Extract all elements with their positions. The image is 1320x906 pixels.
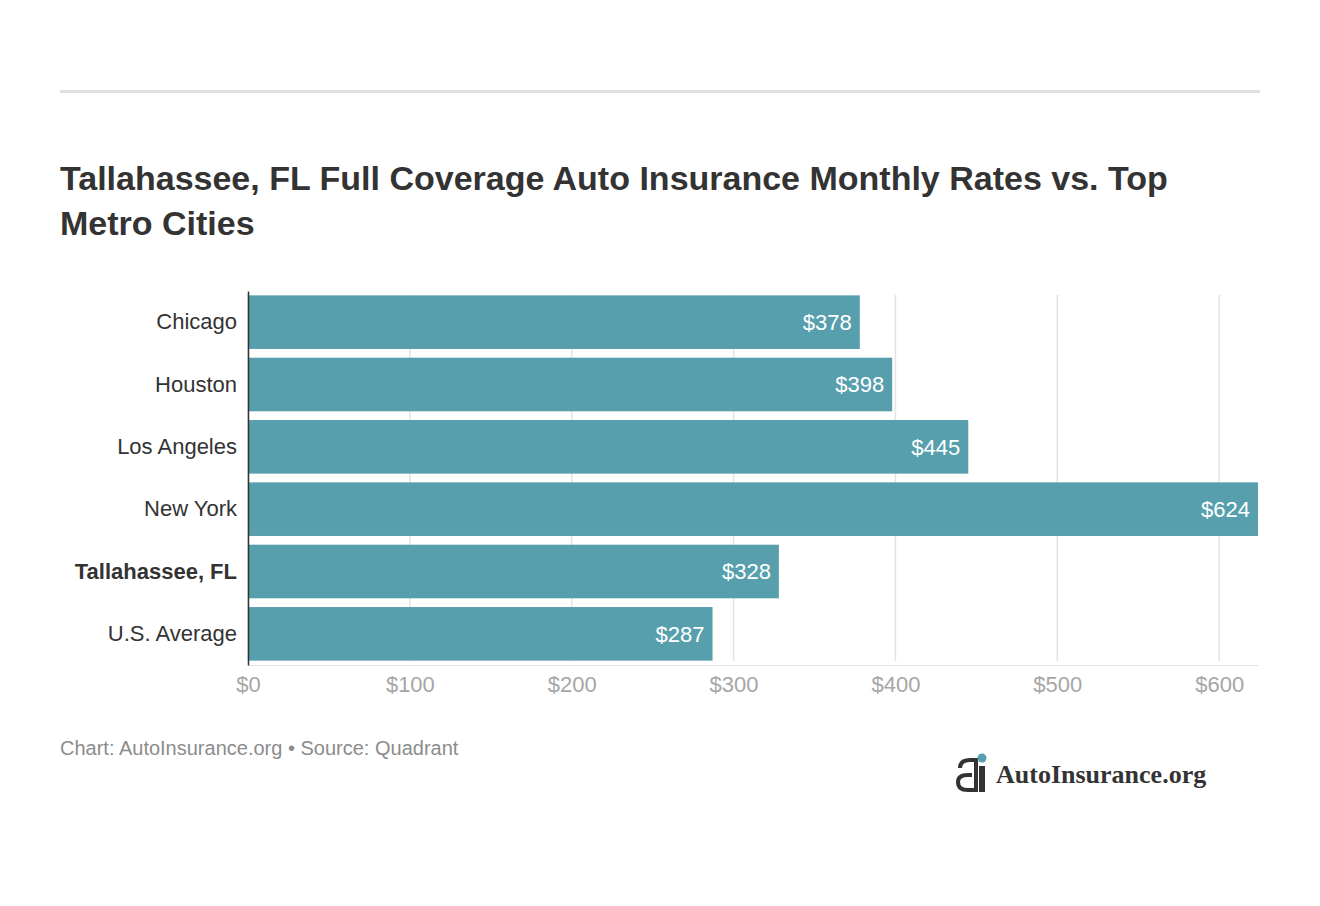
bar — [248, 420, 968, 474]
y-tick: Houston — [155, 372, 248, 397]
data-labels: $378 $398 $445 $624 $328 $287 — [656, 310, 1250, 647]
x-tick: $200 — [548, 665, 597, 697]
y-tick: Los Angeles — [117, 434, 248, 459]
category-label: Los Angeles — [117, 434, 237, 459]
grid-line — [571, 295, 573, 661]
y-axis: Chicago Houston Los Angeles New York Tallaha… — [75, 292, 249, 666]
title: Tallahassee, FL Full Coverage Auto Insur… — [60, 159, 1168, 242]
bar — [248, 607, 713, 661]
x-tick-label: $100 — [386, 672, 435, 697]
category-label: U.S. Average — [108, 621, 237, 646]
x-tick: $100 — [386, 665, 435, 697]
data-label: $287 — [656, 622, 705, 647]
grid-line — [895, 295, 897, 661]
top-rule — [60, 90, 1260, 93]
brand-icon-shape — [958, 760, 976, 790]
y-tick: U.S. Average — [108, 621, 248, 646]
x-axis-line — [249, 665, 1259, 666]
x-tick: $400 — [871, 665, 920, 697]
x-tick-label: $0 — [236, 672, 260, 697]
x-tick: $500 — [1033, 665, 1082, 697]
data-label: $624 — [1201, 497, 1250, 522]
y-tick: Tallahassee, FL — [75, 559, 248, 584]
x-axis: $0 $100 $200 $300 $400 $500 $600 — [236, 665, 1258, 697]
data-label: $328 — [722, 559, 771, 584]
category-label: Tallahassee, FL — [75, 559, 237, 584]
brand-icon-stem — [979, 766, 985, 792]
data-label: $378 — [803, 310, 852, 335]
y-tick: Chicago — [156, 309, 248, 334]
bar — [248, 545, 779, 599]
grid — [248, 295, 1219, 661]
grid-line — [1218, 295, 1220, 661]
grid-line — [733, 295, 735, 661]
grid-line — [409, 295, 411, 661]
x-tick-label: $500 — [1033, 672, 1082, 697]
bar — [248, 295, 860, 349]
x-tick: $600 — [1195, 665, 1244, 697]
category-label: New York — [144, 496, 238, 521]
bar — [248, 482, 1258, 536]
brand-icon-dot — [978, 754, 987, 763]
brand: AutoInsurance.org — [996, 760, 1206, 789]
y-axis-line — [248, 292, 250, 666]
x-tick: $0 — [236, 665, 260, 697]
brand-icon — [958, 754, 987, 793]
category-label: Houston — [155, 372, 237, 397]
x-tick-label: $300 — [710, 672, 759, 697]
x-tick: $300 — [710, 665, 759, 697]
bar — [248, 358, 892, 412]
chart: Tallahassee, FL Full Coverage Auto Insur… — [0, 0, 1320, 906]
x-tick-label: $200 — [548, 672, 597, 697]
data-label: $398 — [835, 372, 884, 397]
category-label: Chicago — [156, 309, 237, 334]
source: Chart: AutoInsurance.org • Source: Quadr… — [60, 737, 459, 759]
y-tick: New York — [144, 496, 248, 521]
data-label: $445 — [911, 435, 960, 460]
x-tick-label: $600 — [1195, 672, 1244, 697]
grid-line — [1057, 295, 1059, 661]
bars — [248, 295, 1258, 660]
x-tick-label: $400 — [871, 672, 920, 697]
